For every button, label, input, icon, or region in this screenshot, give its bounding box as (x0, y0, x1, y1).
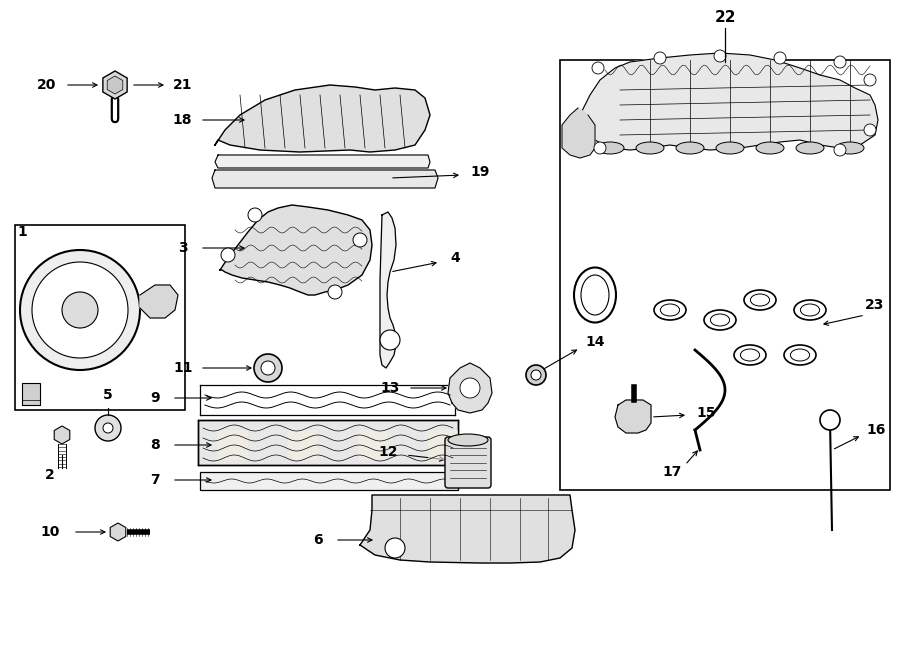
Ellipse shape (581, 275, 609, 315)
FancyBboxPatch shape (445, 437, 491, 488)
Polygon shape (140, 285, 178, 318)
Bar (288, 430, 318, 460)
Circle shape (385, 538, 405, 558)
Ellipse shape (448, 434, 488, 446)
Text: 13: 13 (381, 381, 400, 395)
Polygon shape (107, 76, 122, 94)
Circle shape (248, 208, 262, 222)
Polygon shape (103, 71, 127, 99)
Text: 14: 14 (585, 335, 605, 349)
Text: 3: 3 (178, 241, 188, 255)
Text: 17: 17 (662, 465, 681, 479)
Circle shape (103, 423, 113, 433)
Text: 18: 18 (172, 113, 192, 127)
Circle shape (774, 52, 786, 64)
Text: 23: 23 (865, 298, 885, 312)
Circle shape (353, 233, 367, 247)
Circle shape (864, 124, 876, 136)
Circle shape (714, 50, 726, 62)
Ellipse shape (784, 345, 816, 365)
Bar (218, 430, 248, 460)
Ellipse shape (526, 365, 546, 385)
Circle shape (62, 292, 98, 328)
Text: 9: 9 (150, 391, 160, 405)
Polygon shape (110, 523, 126, 541)
Text: 10: 10 (40, 525, 59, 539)
Bar (198, 420, 458, 465)
Circle shape (654, 52, 666, 64)
Circle shape (380, 330, 400, 350)
Circle shape (261, 361, 275, 375)
Circle shape (95, 415, 121, 441)
Circle shape (834, 144, 846, 156)
Polygon shape (380, 212, 396, 368)
Circle shape (834, 56, 846, 68)
Text: 1: 1 (17, 225, 27, 239)
Ellipse shape (710, 314, 730, 326)
Polygon shape (360, 495, 575, 563)
Text: 12: 12 (378, 445, 398, 459)
Text: 7: 7 (150, 473, 160, 487)
Bar (200, 472, 458, 490)
Text: 15: 15 (697, 406, 716, 420)
Ellipse shape (734, 345, 766, 365)
Ellipse shape (796, 142, 824, 154)
Circle shape (32, 262, 128, 358)
Ellipse shape (574, 268, 616, 323)
Ellipse shape (661, 304, 680, 316)
Circle shape (328, 285, 342, 299)
Ellipse shape (741, 349, 760, 361)
Polygon shape (54, 426, 70, 444)
Text: 16: 16 (867, 423, 886, 437)
Text: 2: 2 (45, 468, 55, 482)
Polygon shape (448, 363, 492, 413)
Ellipse shape (800, 304, 820, 316)
Ellipse shape (716, 142, 744, 154)
Circle shape (254, 354, 282, 382)
Circle shape (460, 378, 480, 398)
Text: 22: 22 (715, 11, 736, 26)
Polygon shape (220, 205, 372, 295)
Bar (560, 60, 890, 490)
Polygon shape (578, 53, 878, 150)
Polygon shape (615, 400, 651, 433)
Ellipse shape (704, 310, 736, 330)
Text: 19: 19 (471, 165, 490, 179)
Ellipse shape (636, 142, 664, 154)
Circle shape (864, 74, 876, 86)
Ellipse shape (790, 349, 810, 361)
Bar (15, 225, 185, 410)
Ellipse shape (751, 294, 770, 306)
Bar (428, 430, 458, 460)
Circle shape (221, 248, 235, 262)
Circle shape (20, 250, 140, 370)
Text: 5: 5 (104, 388, 112, 402)
Text: 8: 8 (150, 438, 160, 452)
Polygon shape (215, 155, 430, 168)
Bar (22, 383, 40, 405)
Text: 4: 4 (450, 251, 460, 265)
Ellipse shape (836, 142, 864, 154)
Circle shape (592, 62, 604, 74)
Ellipse shape (744, 290, 776, 310)
Text: 21: 21 (173, 78, 193, 92)
Text: 11: 11 (173, 361, 193, 375)
Polygon shape (562, 108, 595, 158)
Ellipse shape (756, 142, 784, 154)
Text: 6: 6 (313, 533, 323, 547)
Ellipse shape (676, 142, 704, 154)
Circle shape (820, 410, 840, 430)
Polygon shape (215, 85, 430, 152)
Text: 20: 20 (37, 78, 57, 92)
Polygon shape (212, 170, 438, 188)
Ellipse shape (531, 370, 541, 380)
Ellipse shape (596, 142, 624, 154)
Ellipse shape (794, 300, 826, 320)
Bar (358, 430, 388, 460)
Ellipse shape (654, 300, 686, 320)
Circle shape (594, 142, 606, 154)
